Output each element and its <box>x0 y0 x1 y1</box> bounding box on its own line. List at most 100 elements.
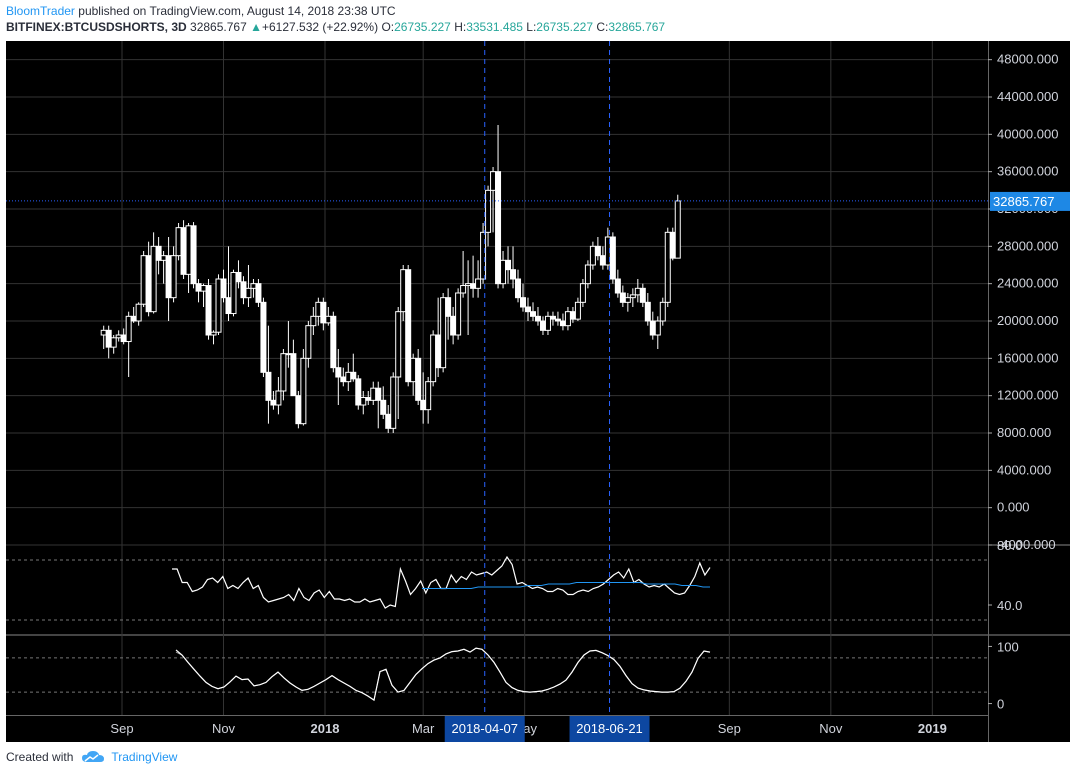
candle-body <box>375 387 382 401</box>
price-tick-label: 48000.000 <box>997 52 1058 67</box>
price-tick-label: 44000.000 <box>997 89 1058 104</box>
candle-body <box>649 320 656 336</box>
candle-body <box>549 315 556 320</box>
candle-body <box>255 283 262 303</box>
low-value: 26735.227 <box>536 20 594 34</box>
candle-body <box>135 303 142 322</box>
candle-body <box>280 353 287 392</box>
time-axis-label: Nov <box>212 721 236 736</box>
candle-body <box>270 399 277 406</box>
candle-body <box>589 245 596 266</box>
candle-body <box>120 334 127 343</box>
change-arrow-icon: ▲ <box>250 20 262 34</box>
price-tick-label: 12000.000 <box>997 388 1058 403</box>
candle-body <box>370 387 377 401</box>
date-marker-tag <box>444 716 525 742</box>
plot-background <box>6 41 988 715</box>
rsi-ma-line <box>422 582 710 589</box>
candle-body <box>260 301 267 373</box>
time-axis-label: 2018 <box>311 721 340 736</box>
candle-body <box>599 255 606 266</box>
change-value: +6127.532 (+22.92%) <box>262 20 379 34</box>
published-text: published on TradingView.com, August 14,… <box>78 4 396 18</box>
tradingview-cloud-icon <box>82 751 105 762</box>
candle-body <box>380 399 387 415</box>
candle-body <box>470 283 477 289</box>
time-axis-label: Sep <box>718 721 741 736</box>
candle-body <box>669 231 676 259</box>
candle-body <box>554 318 561 322</box>
author-link[interactable]: BloomTrader <box>6 4 75 18</box>
date-marker-label: 2018-06-21 <box>576 721 643 736</box>
candle-body <box>634 287 641 296</box>
price-tick-label: 16000.000 <box>997 350 1058 365</box>
candle-body <box>330 315 337 369</box>
candle-body <box>624 297 631 303</box>
candle-body <box>594 245 601 257</box>
candle-body <box>435 334 442 369</box>
candle-body <box>320 301 327 324</box>
candle-body <box>315 301 322 317</box>
candle-body <box>490 171 497 191</box>
candle-body <box>405 269 412 383</box>
candle-body <box>175 227 182 257</box>
candle-body <box>305 325 312 359</box>
candle-body <box>475 278 482 289</box>
tradingview-link[interactable]: TradingView <box>81 750 177 764</box>
candle-body <box>539 320 546 331</box>
candle-body <box>150 245 157 313</box>
brand-label: TradingView <box>111 750 178 764</box>
candle-body <box>310 315 317 327</box>
time-axis-label: Nov <box>819 721 843 736</box>
candle-body <box>480 231 487 280</box>
footer: Created with TradingView <box>6 750 177 764</box>
candle-body <box>245 287 252 299</box>
candle-body <box>500 259 507 285</box>
candle-body <box>365 397 372 401</box>
candle-body <box>629 294 636 299</box>
candle-body <box>145 255 152 313</box>
candle-body <box>569 311 576 320</box>
price-tick-label: 40000.000 <box>997 126 1058 141</box>
candle-body <box>385 413 392 429</box>
candle-body <box>445 297 452 317</box>
price-tick-label: 8000.000 <box>997 425 1051 440</box>
candle-body <box>644 301 651 322</box>
candle-body <box>674 200 681 259</box>
candle-body <box>574 301 581 320</box>
candle-body <box>460 285 467 294</box>
candle-body <box>510 269 517 280</box>
stoch-tick-label: 100 <box>997 639 1019 654</box>
candle-body <box>215 278 222 333</box>
last-price-tag-label: 32865.767 <box>993 194 1054 209</box>
candle-body <box>430 334 437 383</box>
candle-body <box>355 378 362 406</box>
candle-body <box>325 315 332 324</box>
candle-body <box>544 315 551 331</box>
candle-body <box>250 283 257 289</box>
last-price: 32865.767 <box>190 20 247 34</box>
candle-body <box>609 236 616 280</box>
candle-body <box>295 395 302 425</box>
price-axis-background <box>988 41 1070 742</box>
price-tick-label: 24000.000 <box>997 276 1058 291</box>
ohlc-line: BITFINEX:BTCUSDSHORTS, 3D 32865.767 ▲+61… <box>6 19 665 35</box>
high-value: 33531.485 <box>466 20 523 34</box>
candle-body <box>614 278 621 294</box>
candle-body <box>584 264 591 285</box>
candle-body <box>455 292 462 336</box>
candle-body <box>654 320 661 336</box>
candle-body <box>240 281 247 299</box>
candle-body <box>440 297 447 369</box>
price-tick-label: 36000.000 <box>997 164 1058 179</box>
candle-body <box>495 171 502 285</box>
candle-body <box>285 353 292 356</box>
time-axis-label: Mar <box>412 721 435 736</box>
publish-line: BloomTrader published on TradingView.com… <box>6 3 665 19</box>
price-tick-label: -4000.000 <box>997 537 1056 552</box>
candle-body <box>290 353 297 397</box>
candle-body <box>465 283 472 287</box>
candle-body <box>360 397 367 406</box>
candle-body <box>664 231 671 303</box>
